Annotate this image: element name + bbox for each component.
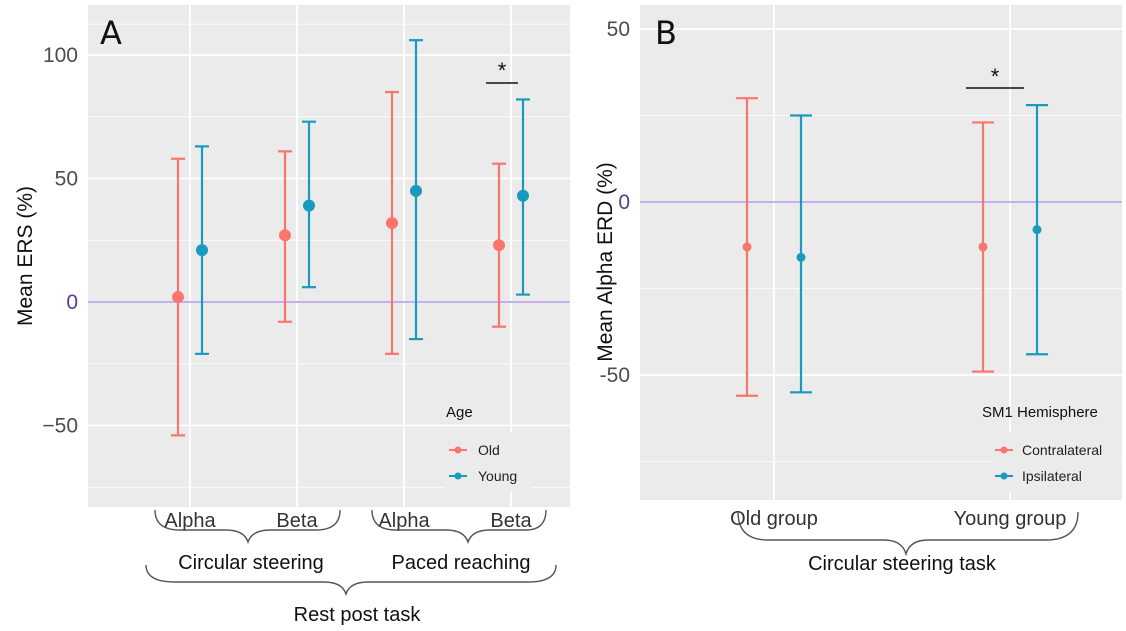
panel-b-background: [640, 5, 1122, 500]
mean-point: [742, 242, 752, 252]
mean-point: [303, 199, 315, 212]
errorbar-ipsilateral-0: [790, 114, 812, 394]
errorbar-young-2: [409, 39, 423, 341]
errorbar-young-3: [516, 98, 530, 296]
legend-b-box: [992, 432, 1118, 492]
mean-point: [796, 252, 806, 262]
panel-a-significance-star: *: [498, 58, 507, 83]
y-tick-label: -50: [600, 364, 630, 387]
panel-b-error-bars: [736, 97, 1048, 397]
mean-point: [410, 184, 422, 197]
legend-b-ipsi-label: Ipsilateral: [1022, 468, 1082, 484]
errorbar-old-0: [171, 157, 185, 437]
errorbar-old-1: [278, 150, 292, 323]
panel-b-y-ticks: -50 0 50: [600, 18, 630, 387]
panel-b: -50 0 50 Old group Young group B Mean Alpha…: [594, 5, 1122, 575]
panel-b-y-axis-title: Mean Alpha ERD (%): [594, 162, 617, 362]
brace-circular-steering: [154, 509, 341, 545]
legend-a-old-dot: [454, 446, 462, 454]
mean-point: [493, 239, 505, 252]
panel-a-letter: A: [100, 14, 122, 52]
errorbar-old-3: [492, 162, 506, 328]
errorbar-contralateral-0: [736, 97, 758, 397]
legend-a-young-label: Young: [478, 468, 517, 484]
errorbar-young-1: [302, 120, 316, 289]
x-category-label: Old group: [730, 508, 818, 530]
y-tick-label: 0: [66, 291, 78, 314]
mean-point: [196, 244, 208, 257]
panel-a-braces: [145, 509, 557, 597]
legend-a-title: Age: [446, 404, 473, 421]
panel-a-background: [88, 5, 570, 507]
mean-point: [1032, 225, 1042, 235]
y-tick-label: 0: [618, 191, 630, 214]
legend-b-ipsi-dot: [1000, 472, 1008, 480]
panel-a-y-axis-title: Mean ERS (%): [14, 186, 37, 326]
legend-a-box: [446, 432, 530, 492]
y-tick-label: −50: [42, 415, 78, 438]
outer-label-rest-post-task: Rest post task: [294, 604, 422, 626]
panel-b-significance-star: *: [991, 64, 1000, 89]
y-tick-label: 50: [607, 18, 630, 41]
panel-a: −50 0 50 100 Alpha Beta Alpha Beta A Mean ERS …: [14, 5, 570, 626]
x-category-label: Alpha: [164, 510, 216, 532]
x-category-label: Beta: [276, 510, 318, 532]
y-tick-label: 50: [55, 168, 78, 191]
legend-a-young-dot: [454, 472, 462, 480]
panel-a-grid: [88, 5, 570, 507]
panel-a-category-labels: Alpha Beta Alpha Beta: [164, 510, 532, 532]
mean-point: [172, 291, 184, 304]
group-label-paced-reaching: Paced reaching: [392, 552, 531, 574]
errorbar-ipsilateral-1: [1026, 104, 1048, 356]
errorbar-contralateral-1: [972, 121, 994, 373]
brace-rest-post-task: [145, 564, 557, 597]
panel-a-legend: Age Old Young: [446, 404, 530, 492]
panel-a-y-ticks: −50 0 50 100: [42, 44, 78, 438]
panel-b-letter: B: [655, 14, 677, 52]
mean-point: [279, 229, 291, 242]
outer-label-circular-steering-task: Circular steering task: [808, 553, 997, 575]
panel-a-error-bars: [171, 39, 530, 437]
legend-b-contra-dot: [1000, 446, 1008, 454]
mean-point: [386, 216, 398, 229]
panel-b-category-labels: Old group Young group: [730, 508, 1066, 530]
x-category-label: Beta: [490, 510, 532, 532]
legend-b-title: SM1 Hemisphere: [982, 404, 1098, 421]
legend-b-contra-label: Contralateral: [1022, 442, 1102, 458]
errorbar-old-2: [385, 90, 399, 355]
x-category-label: Young group: [954, 508, 1067, 530]
brace-paced-reaching: [371, 509, 547, 545]
mean-point: [517, 189, 529, 202]
mean-point: [978, 242, 988, 252]
brace-circular-steering-task: [737, 511, 1079, 557]
x-category-label: Alpha: [378, 510, 430, 532]
errorbar-young-0: [195, 145, 209, 355]
group-label-circular-steering: Circular steering: [178, 552, 324, 574]
y-tick-label: 100: [43, 44, 78, 67]
panel-b-legend: SM1 Hemisphere Contralateral Ipsilateral: [982, 404, 1118, 492]
legend-a-old-label: Old: [478, 442, 500, 458]
